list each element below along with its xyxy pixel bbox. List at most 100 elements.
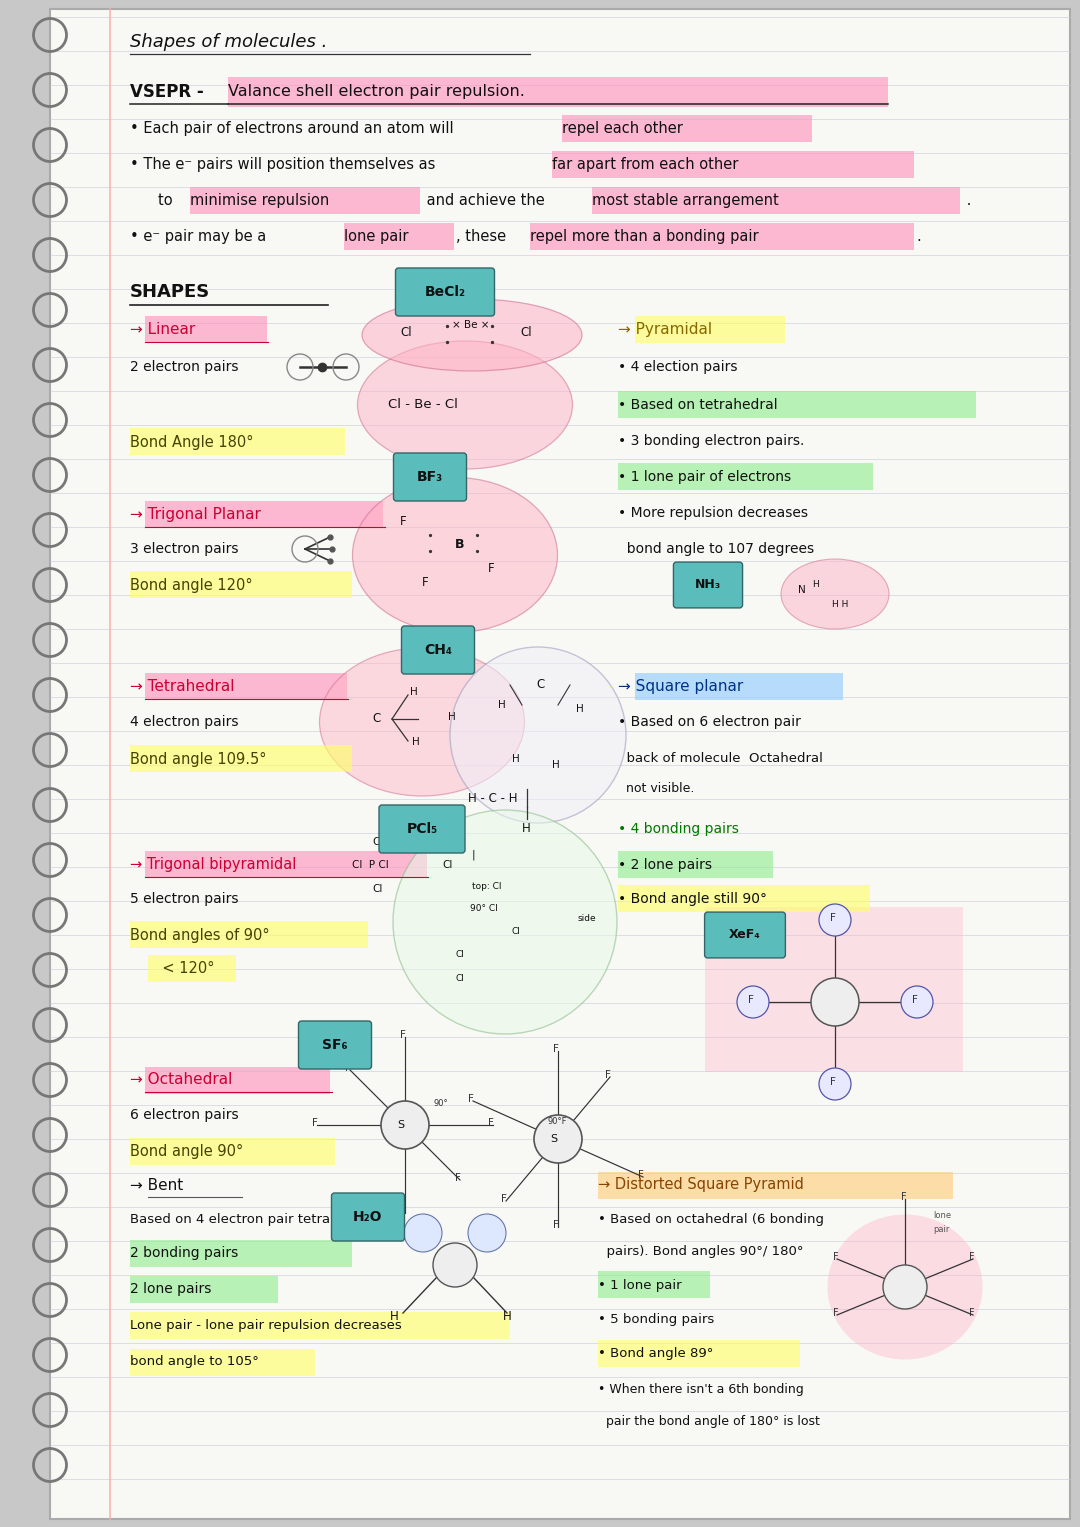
Bar [148,956,237,982]
Text: F: F [638,1170,644,1180]
Text: pair the bond angle of 180° is lost: pair the bond angle of 180° is lost [598,1416,820,1428]
Text: • Based on 6 electron pair: • Based on 6 electron pair [618,715,801,728]
Text: H H: H H [832,600,849,609]
Bar [130,1138,335,1165]
Text: back of molecule  Octahedral: back of molecule Octahedral [618,753,823,765]
Text: • 1 lone pair: • 1 lone pair [598,1278,681,1292]
Text: • Based on octahedral (6 bonding: • Based on octahedral (6 bonding [598,1212,824,1226]
Circle shape [819,904,851,936]
Text: → Bent: → Bent [130,1177,184,1193]
Bar [130,571,352,599]
Text: • The e⁻ pairs will position themselves as: • The e⁻ pairs will position themselves … [130,157,440,173]
Bar [618,464,873,490]
Bar [562,116,812,142]
Text: Bond angle 109.5°: Bond angle 109.5° [130,751,267,767]
Text: .: . [962,194,971,209]
Bar [592,188,960,214]
Text: F: F [400,1031,406,1040]
Ellipse shape [357,341,572,469]
Bar [145,316,267,344]
Text: • 4 bonding pairs: • 4 bonding pairs [618,822,739,835]
Text: F: F [912,996,918,1005]
Text: SHAPES: SHAPES [130,282,211,301]
Text: • 4 election pairs: • 4 election pairs [618,360,738,374]
Circle shape [811,977,859,1026]
Text: |: | [472,849,475,860]
Text: • Based on tetrahedral: • Based on tetrahedral [618,399,778,412]
Text: C: C [536,678,544,692]
Text: H: H [448,712,456,722]
Bar [145,673,347,701]
Bar [190,188,420,214]
Bar [228,76,888,107]
Bar [130,429,345,455]
Ellipse shape [362,299,582,371]
Text: pair: pair [933,1225,949,1234]
Text: 2 bonding pairs: 2 bonding pairs [130,1246,239,1260]
Bar [130,1240,352,1266]
Text: F: F [400,516,407,528]
FancyBboxPatch shape [332,1193,405,1241]
Text: C: C [372,713,380,725]
Text: × Be ×: × Be × [453,321,489,330]
Text: 2 lone pairs: 2 lone pairs [130,1283,212,1296]
Bar [598,1272,710,1298]
Text: Cl: Cl [400,325,411,339]
Text: • 2 lone pairs: • 2 lone pairs [618,858,712,872]
Text: Based on 4 electron pair tetrahedral,: Based on 4 electron pair tetrahedral, [130,1212,377,1226]
Text: F: F [400,1206,406,1215]
Text: side: side [578,915,596,924]
Text: Cl: Cl [442,860,453,870]
Bar [598,1171,953,1199]
Text: PCl₅: PCl₅ [406,822,437,835]
Text: B: B [455,539,464,551]
Text: F: F [969,1309,974,1318]
Text: H: H [411,738,420,747]
Text: Bond angle 120°: Bond angle 120° [130,577,253,592]
Text: H: H [503,1310,512,1324]
Text: , these: , these [456,229,511,244]
Ellipse shape [827,1214,983,1359]
Text: → Octahedral: → Octahedral [130,1072,232,1087]
Text: 90° Cl: 90° Cl [470,904,498,913]
Text: F: F [901,1193,906,1202]
Text: repel each other: repel each other [562,122,683,136]
Bar [618,391,976,418]
FancyBboxPatch shape [674,562,743,608]
Text: H - C - H: H - C - H [468,793,517,806]
Text: H₂O: H₂O [353,1209,382,1225]
Circle shape [901,986,933,1019]
Text: Cl: Cl [512,927,521,936]
Circle shape [450,647,626,823]
Circle shape [468,1214,507,1252]
Bar [130,745,352,773]
Circle shape [381,1101,429,1148]
Text: S: S [397,1119,404,1130]
Text: F: F [553,1044,558,1054]
FancyBboxPatch shape [395,269,495,316]
Text: • Each pair of electrons around an atom will: • Each pair of electrons around an atom … [130,122,458,136]
Text: F: F [969,1252,974,1261]
Bar [145,501,383,528]
Bar [598,1339,800,1367]
FancyBboxPatch shape [379,805,465,854]
Text: • Bond angle 89°: • Bond angle 89° [598,1347,714,1359]
Text: lone pair: lone pair [345,229,408,244]
Text: most stable arrangement: most stable arrangement [592,194,779,209]
Bar [145,1066,330,1093]
Text: CH₄: CH₄ [424,643,453,657]
Text: N: N [798,585,806,596]
Text: VSEPR -: VSEPR - [130,82,210,101]
Circle shape [404,1214,442,1252]
Text: • More repulsion decreases: • More repulsion decreases [618,505,808,521]
Text: Shapes of molecules .: Shapes of molecules . [130,34,327,50]
Bar [705,907,963,1072]
Text: NH₃: NH₃ [694,579,721,591]
Text: F: F [488,562,495,576]
Text: 5 electron pairs: 5 electron pairs [130,892,239,906]
Text: F: F [833,1309,839,1318]
Text: to: to [158,194,177,209]
Text: • When there isn't a 6th bonding: • When there isn't a 6th bonding [598,1382,804,1396]
Text: Valance shell electron pair repulsion.: Valance shell electron pair repulsion. [228,84,525,99]
Text: F: F [501,1194,507,1203]
